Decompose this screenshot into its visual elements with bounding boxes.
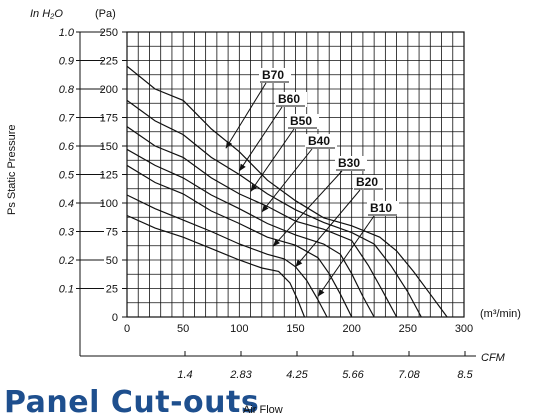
x-tick-label: 250: [399, 323, 417, 335]
inh2o-tick-label: 0.1: [59, 284, 74, 296]
series-leader-line: [250, 128, 295, 192]
series-label-bg: [275, 92, 307, 107]
pa-tick-label: 50: [106, 255, 118, 267]
series-label-b50: B50: [290, 114, 312, 128]
series-label-bg: [259, 68, 291, 83]
series-leader-line: [272, 170, 343, 247]
inh2o-tick-label: 0.4: [59, 198, 74, 210]
inh2o-tick-label: 0.2: [59, 255, 74, 267]
series-label-bg: [287, 114, 319, 129]
cfm-axis-title: CFM: [481, 352, 506, 364]
pa-tick-label: 0: [112, 312, 118, 324]
inh2o-tick-label: 0.5: [59, 170, 75, 182]
inh2o-tick-label: 1.0: [59, 27, 75, 39]
series-leader-line: [238, 106, 283, 172]
pa-tick-label: 100: [100, 198, 118, 210]
inh2o-tick-label: 0.9: [59, 56, 74, 68]
series-arrowhead: [317, 289, 325, 297]
series-lines: [126, 65, 448, 318]
pa-tick-label: 25: [106, 284, 118, 296]
y-axis-title: Ps Static Pressure: [6, 125, 18, 215]
x-tick-label: 200: [342, 323, 360, 335]
grid-lines: [127, 32, 464, 317]
series-arrowhead: [225, 140, 233, 149]
x-tick-label: 0: [124, 323, 130, 335]
cfm-tick-label: 7.08: [398, 369, 420, 380]
cfm-tick-label: 4.25: [286, 369, 308, 380]
series-leader-line: [261, 148, 313, 213]
series-arrowhead: [239, 163, 246, 172]
cfm-tick-label: 5.66: [342, 369, 364, 380]
tick-labels: 0.1 0.2 0.3 0.4 0.5 0.6 0.7 0.8 0.9 1.0 0 25 50 75 100…: [59, 27, 474, 380]
series-line-b10: [126, 214, 306, 318]
y-unit-right-label: (Pa): [95, 8, 116, 20]
series-leader-line: [317, 215, 375, 297]
inh2o-tick-label: 0.8: [59, 84, 75, 96]
series-labels: B70 B60 B50 B40 B30 B20 B10: [225, 68, 399, 297]
cfm-tick-label: 1.4: [177, 369, 192, 380]
series-line-b50: [126, 126, 398, 318]
y-unit-left-label: In H₂O: [30, 8, 63, 20]
pa-tick-label: 250: [100, 27, 118, 39]
series-line-b40: [126, 148, 375, 318]
x-axis-title: (m³/min): [480, 308, 521, 320]
inh2o-tick-label: 0.7: [59, 113, 75, 125]
series-label-b40: B40: [308, 134, 330, 148]
x-tick-label: 150: [286, 323, 304, 335]
inh2o-tick-label: 0.6: [59, 141, 75, 153]
series-label-b70: B70: [262, 68, 284, 82]
series-line-b60: [126, 99, 422, 318]
series-line-b20: [126, 194, 328, 318]
pa-tick-label: 125: [100, 170, 118, 182]
pa-tick-label: 225: [100, 56, 118, 68]
cfm-tick-label: 8.5: [457, 369, 473, 380]
series-arrowhead: [250, 184, 258, 192]
series-leader-line: [225, 82, 267, 149]
x-tick-label: 100: [230, 323, 248, 335]
series-line-b70: [126, 65, 448, 318]
pa-tick-label: 175: [100, 113, 118, 125]
series-label-b20: B20: [356, 175, 378, 189]
series-arrowhead: [261, 204, 269, 213]
series-arrowhead: [273, 239, 280, 247]
series-arrowhead: [295, 259, 303, 267]
series-label-b60: B60: [278, 92, 300, 106]
x-tick-label: 300: [455, 323, 473, 335]
series-label-bg: [335, 156, 367, 171]
series-label-bg: [305, 134, 337, 149]
pa-tick-label: 200: [100, 84, 118, 96]
series-label-b10: B10: [370, 201, 392, 215]
series-label-bg: [353, 175, 385, 190]
fan-performance-chart: 0.1 0.2 0.3 0.4 0.5 0.6 0.7 0.8 0.9 1.0 0 25 50 75 100…: [6, 8, 521, 380]
series-leader-line: [295, 189, 361, 268]
inh2o-tick-label: 0.3: [59, 227, 75, 239]
pa-tick-label: 75: [106, 227, 118, 239]
series-label-b30: B30: [338, 156, 360, 170]
section-heading: Panel Cut-outs: [4, 385, 260, 420]
section-subheading: Air Flow: [243, 404, 283, 416]
series-line-b30: [126, 164, 353, 318]
series-label-bg: [367, 201, 399, 216]
x-tick-label: 50: [177, 323, 189, 335]
pa-tick-label: 150: [100, 141, 118, 153]
cfm-tick-label: 2.83: [229, 369, 252, 380]
